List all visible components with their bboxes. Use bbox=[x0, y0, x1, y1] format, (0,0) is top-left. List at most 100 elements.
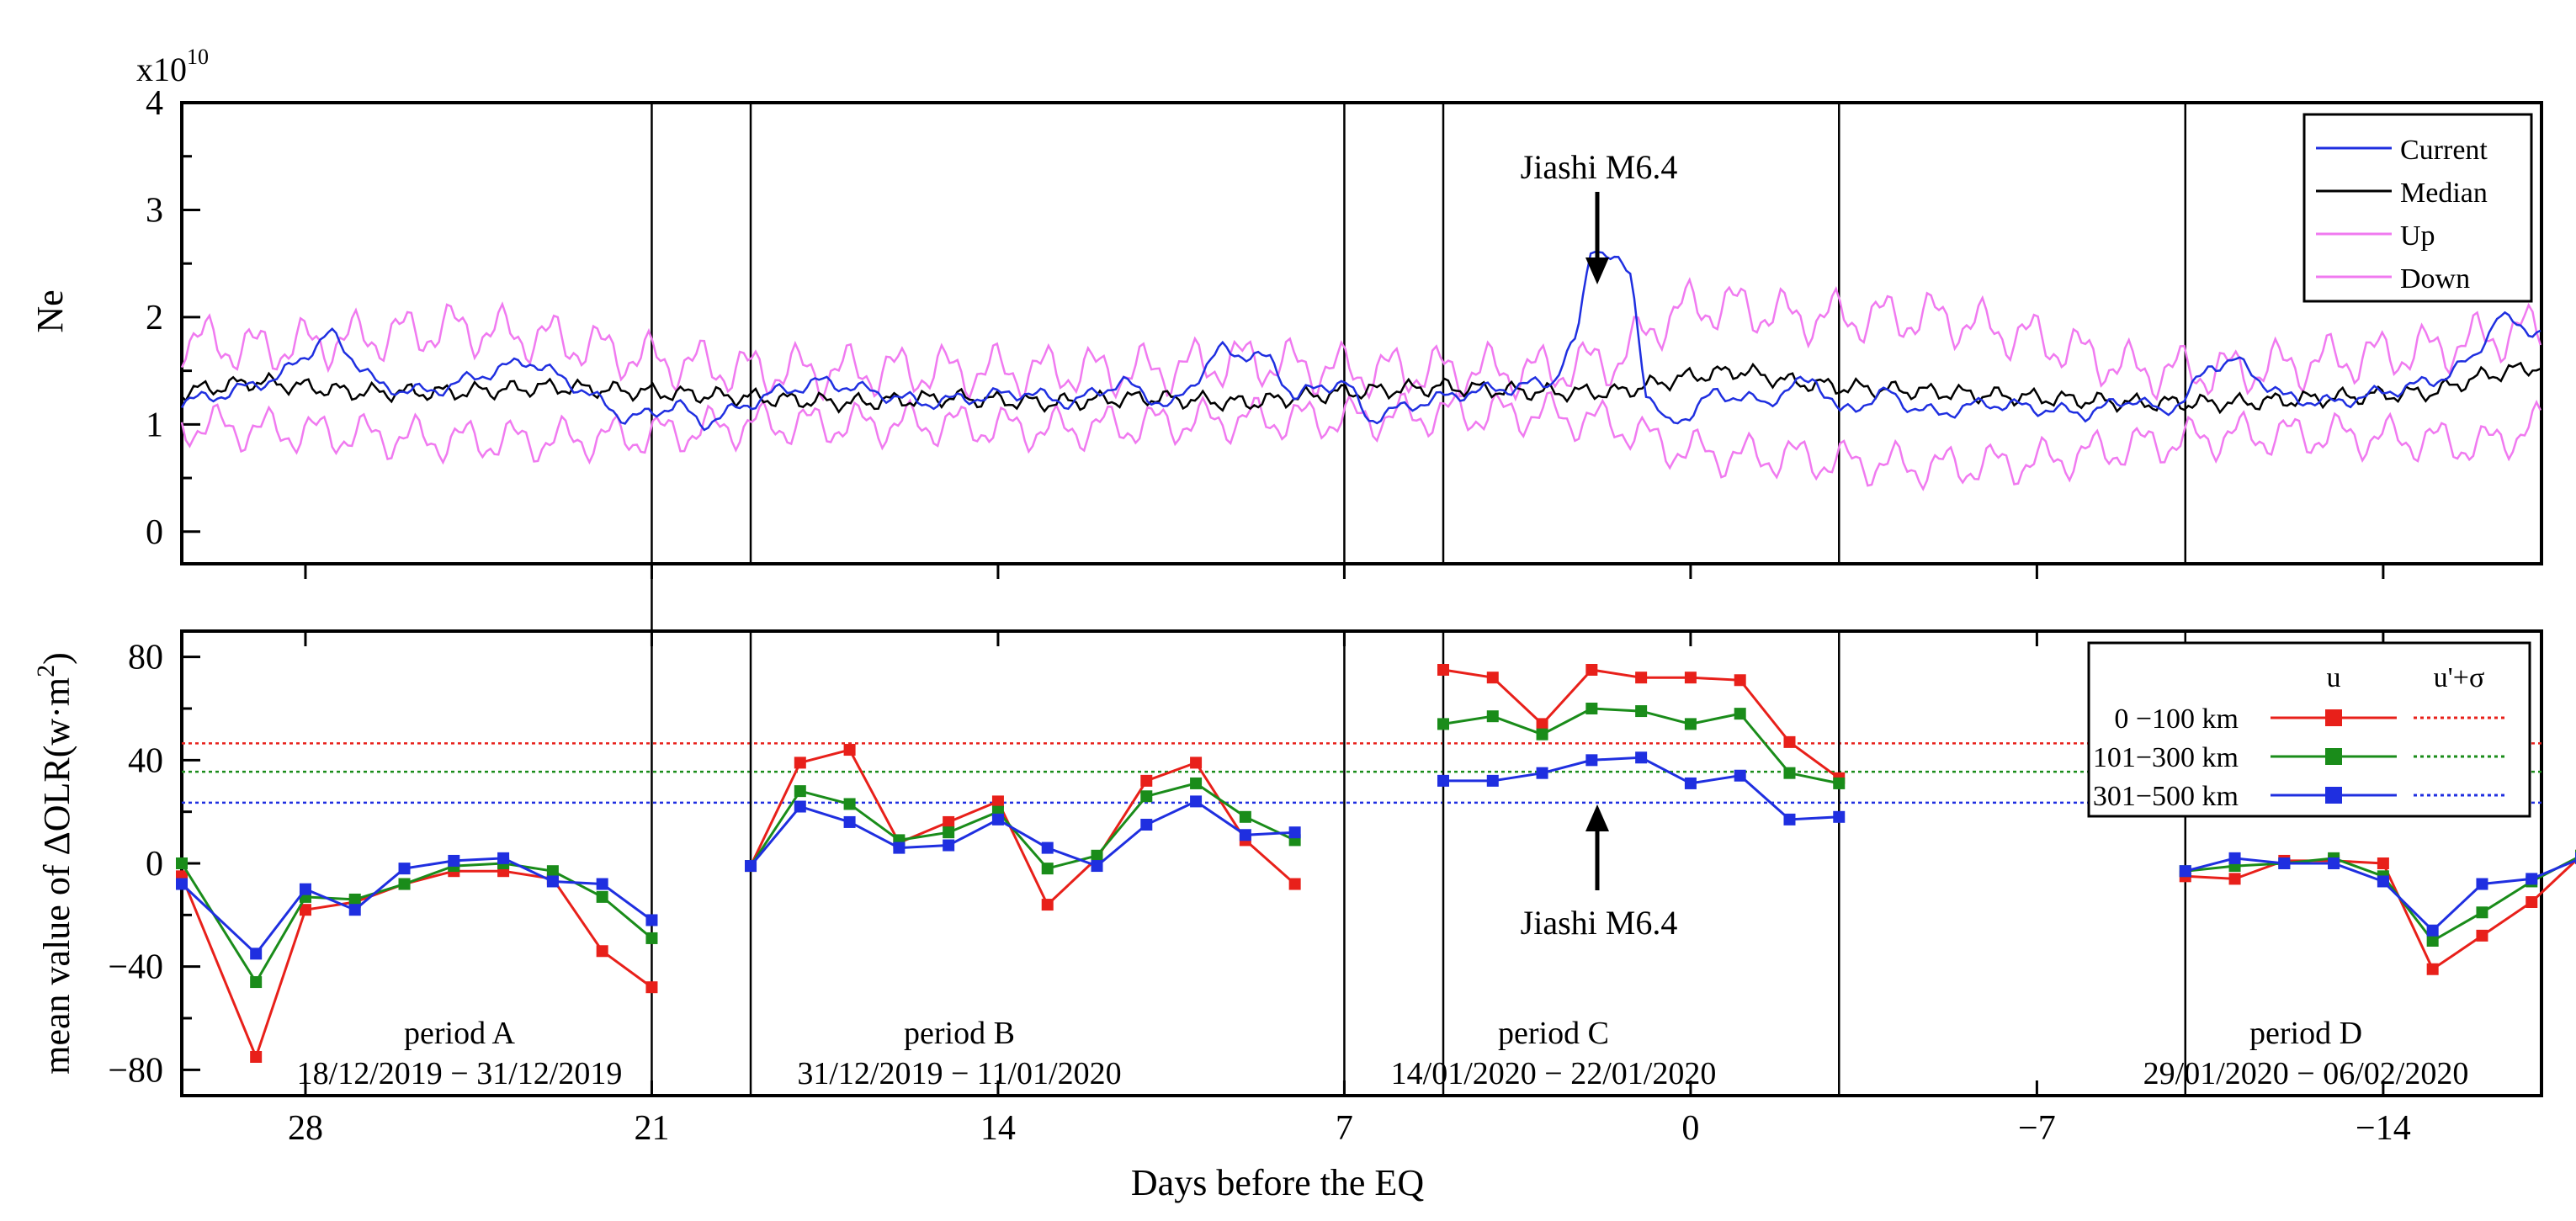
period-dates: 14/01/2020 − 22/01/2020 bbox=[1391, 1056, 1717, 1091]
olr-series-line bbox=[749, 782, 1296, 870]
olr-eq-arrow-head bbox=[1585, 804, 1609, 831]
olr-series-line bbox=[180, 857, 653, 956]
olr-data-point bbox=[1288, 878, 1301, 890]
olr-data-point bbox=[2426, 935, 2439, 947]
period-name: period D bbox=[2249, 1016, 2362, 1051]
olr-data-point bbox=[1684, 718, 1697, 730]
olr-data-point bbox=[1783, 767, 1796, 779]
olr-data-point bbox=[1288, 826, 1301, 839]
olr-legend: u u'+σ 0 −100 km 101−300 km 301−500 km bbox=[2087, 641, 2531, 818]
olr-data-point bbox=[1486, 774, 1499, 787]
olr-data-point bbox=[398, 878, 411, 890]
legend-median-label: Median bbox=[2400, 178, 2488, 209]
olr-data-point bbox=[843, 798, 856, 810]
period-dates: 18/12/2019 − 31/12/2019 bbox=[297, 1056, 623, 1091]
olr-y-tick-label: −40 bbox=[108, 948, 163, 987]
olr-data-point bbox=[1833, 810, 1846, 823]
x-tick-label: 0 bbox=[1681, 1109, 1699, 1148]
olr-data-point bbox=[991, 795, 1004, 808]
olr-data-point bbox=[546, 875, 559, 888]
olr-data-point bbox=[2526, 896, 2538, 908]
olr-data-point bbox=[1833, 777, 1846, 789]
olr-legend-label-301-500: 301−500 km bbox=[2093, 781, 2239, 812]
olr-series-line bbox=[749, 799, 1295, 868]
olr-legend-label-0-100: 0 −100 km bbox=[2114, 703, 2239, 735]
olr-y-tick-label: −80 bbox=[108, 1051, 163, 1090]
ne-series-up bbox=[180, 277, 2541, 402]
olr-data-point bbox=[943, 826, 955, 839]
olr-data-point bbox=[2228, 852, 2241, 864]
olr-data-point bbox=[2426, 924, 2439, 937]
x-tick-label: 7 bbox=[1336, 1109, 1353, 1148]
olr-data-point bbox=[794, 800, 806, 813]
olr-data-point bbox=[1684, 672, 1697, 684]
ne-y-tick-label: 3 bbox=[146, 191, 163, 230]
ne-period-dividers bbox=[651, 103, 2187, 631]
olr-data-point bbox=[2179, 865, 2191, 878]
olr-data-point bbox=[176, 857, 188, 869]
x-tick-label: 14 bbox=[980, 1109, 1016, 1148]
olr-data-point bbox=[398, 863, 411, 875]
olr-data-point bbox=[1140, 774, 1153, 787]
olr-data-point bbox=[843, 744, 856, 756]
x-tick-label: 21 bbox=[634, 1109, 669, 1148]
olr-data-point bbox=[1041, 863, 1054, 875]
olr-data-point bbox=[1437, 664, 1449, 676]
olr-data-point bbox=[1585, 754, 1598, 767]
ne-series bbox=[180, 251, 2541, 491]
olr-data-point bbox=[745, 860, 757, 873]
period-name: period B bbox=[904, 1016, 1015, 1051]
olr-data-point bbox=[299, 883, 311, 895]
olr-series-line bbox=[180, 862, 653, 985]
olr-data-point bbox=[2228, 873, 2241, 885]
olr-data-point bbox=[1091, 860, 1103, 873]
olr-data-point bbox=[2278, 857, 2291, 869]
olr-legend-header-threshold: u'+σ bbox=[2434, 662, 2485, 693]
olr-data-point bbox=[1783, 735, 1796, 748]
olr-data-point bbox=[176, 878, 188, 890]
period-name: period A bbox=[404, 1016, 515, 1051]
ne-eq-arrow-head bbox=[1585, 257, 1609, 284]
olr-data-point bbox=[794, 756, 806, 769]
olr-y-label: mean value of ΔOLR(w·m2) bbox=[32, 652, 77, 1074]
olr-data-point bbox=[348, 904, 361, 916]
olr-period-labels: period A 18/12/2019 − 31/12/2019 period B 3… bbox=[297, 1016, 2469, 1091]
olr-data-point bbox=[1437, 718, 1449, 730]
olr-data-point bbox=[2328, 857, 2340, 869]
ne-legend-box bbox=[2302, 113, 2533, 303]
olr-legend-marker-301-500 bbox=[2325, 787, 2342, 804]
ne-eq-annotation: Jiashi M6.4 bbox=[1521, 148, 1678, 186]
olr-data-point bbox=[1734, 708, 1746, 720]
ne-panel: 4 3 2 1 0 x1010 Ne Jiashi M6.4 Current Media… bbox=[29, 45, 2543, 631]
olr-legend-marker-101-300 bbox=[2325, 748, 2342, 765]
ne-legend: Current Median Up Down bbox=[2302, 113, 2533, 303]
olr-y-tick-label: 40 bbox=[128, 741, 163, 780]
olr-y-tick-label: 0 bbox=[146, 845, 163, 884]
olr-series-line bbox=[180, 869, 653, 1061]
olr-data-point bbox=[2476, 878, 2488, 890]
olr-data-point bbox=[250, 976, 263, 989]
ne-y-tick-label: 2 bbox=[146, 299, 163, 337]
olr-data-point bbox=[1536, 728, 1548, 741]
olr-data-point bbox=[1734, 769, 1746, 782]
olr-legend-marker-0-100 bbox=[2325, 709, 2342, 726]
ne-series-median bbox=[181, 361, 2541, 415]
olr-data-point bbox=[2377, 875, 2389, 888]
olr-data-point bbox=[1190, 795, 1203, 808]
ne-multiplier: x1010 bbox=[136, 45, 209, 88]
ne-series-current bbox=[180, 251, 2541, 432]
olr-data-point bbox=[645, 932, 658, 944]
period-name: period C bbox=[1498, 1016, 1609, 1051]
olr-legend-header-u: u bbox=[2327, 662, 2341, 693]
olr-data-point bbox=[645, 914, 658, 926]
olr-data-point bbox=[250, 1051, 263, 1063]
olr-data-point bbox=[348, 893, 361, 905]
ne-y-label: Ne bbox=[29, 289, 71, 332]
olr-data-point bbox=[448, 854, 460, 867]
olr-data-point bbox=[1486, 672, 1499, 684]
olr-data-point bbox=[1536, 767, 1548, 779]
olr-x-ticks: 28 21 14 7 0 −7 −14 bbox=[288, 564, 2411, 1148]
olr-series-line bbox=[749, 748, 1296, 907]
olr-data-point bbox=[943, 839, 955, 852]
olr-panel: 80 40 0 −40 −80 28 21 14 7 0 −7 −14 period A 18/12/… bbox=[32, 564, 2576, 1203]
